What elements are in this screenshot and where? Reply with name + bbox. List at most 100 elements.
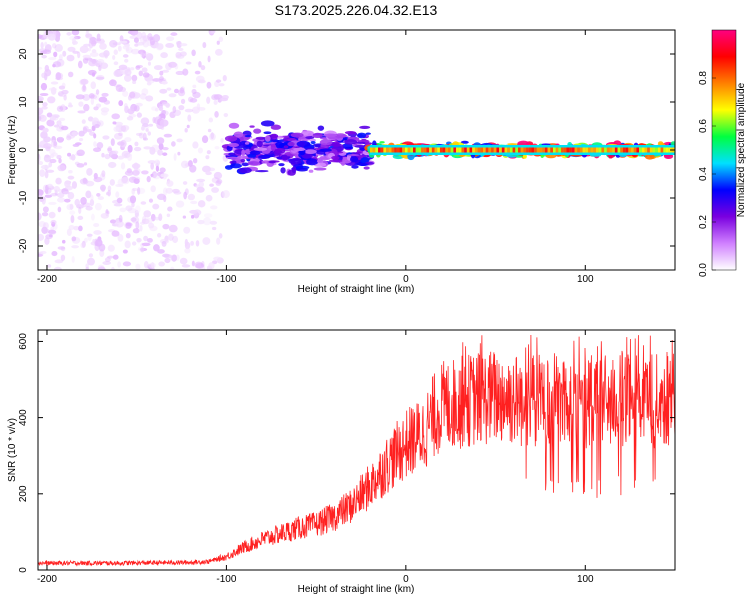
spectrogram-cell	[93, 223, 100, 228]
spectrogram-band-core	[501, 147, 505, 153]
spectrogram-cell	[165, 187, 173, 194]
spectrogram-cell	[141, 123, 150, 130]
spectrogram-cell	[157, 249, 165, 254]
spectrogram-cell	[166, 213, 171, 218]
spectrogram-cell	[195, 184, 200, 188]
spectrogram-cell	[117, 155, 125, 160]
spectrogram-cell	[124, 58, 129, 63]
spectrogram-cell	[309, 138, 316, 142]
spectrogram-cell	[275, 141, 284, 149]
spectrogram-band-core	[620, 147, 624, 153]
spectrogram-cell	[162, 223, 170, 230]
spectrogram-cell	[145, 53, 154, 61]
spectrogram-cell	[44, 154, 50, 158]
spectrogram-cell	[166, 87, 172, 91]
spectrogram-cell	[290, 132, 304, 138]
spectrogram-cell	[50, 219, 57, 225]
spectrogram-cell	[78, 101, 84, 107]
spectrogram-cell	[77, 110, 86, 114]
spectrogram-cell	[160, 52, 168, 59]
spectrogram-cell	[140, 52, 145, 58]
spectrogram-band-core	[509, 147, 513, 153]
spectrogram-band-core	[625, 147, 629, 153]
spectrogram-band-core	[386, 147, 390, 153]
spectrogram-cell	[181, 264, 191, 268]
spectrogram-cell	[184, 108, 194, 113]
spectrogram-cell	[354, 162, 368, 166]
spectrogram-cell	[118, 64, 128, 70]
spectrogram-cell	[124, 240, 131, 249]
spectrogram-band-core	[410, 147, 414, 153]
spectrogram-cell	[142, 215, 147, 223]
spectrogram-cell	[148, 222, 155, 229]
spectrogram-cell	[71, 256, 75, 263]
spectrogram-cell	[118, 132, 123, 136]
spectrogram-band-core	[469, 147, 473, 153]
spectrogram-cell	[159, 100, 168, 105]
spectrogram-cell	[70, 154, 76, 161]
spectrogram-cell	[67, 46, 76, 52]
spectrogram-cell	[149, 225, 158, 232]
spectrogram-band-core	[517, 147, 521, 153]
spectrogram-cell	[159, 70, 164, 76]
spectrogram-cell	[180, 43, 188, 47]
spectrogram-cell	[159, 167, 166, 173]
spectrogram-cell	[95, 76, 105, 80]
spectrogram-cell	[79, 45, 89, 54]
snr-frame	[37, 329, 676, 571]
spectrogram-band-core	[458, 147, 462, 153]
spectrogram-band-core	[587, 147, 591, 153]
spectrogram-cell	[195, 240, 200, 247]
spectrogram-cell	[68, 170, 73, 174]
spectrogram-cell	[80, 196, 87, 205]
spectrogram-cell	[71, 236, 77, 242]
spectrogram-cell	[319, 139, 333, 146]
spectrogram-cell	[269, 133, 279, 139]
spectrogram-cell	[57, 246, 66, 250]
spectrogram-cell	[230, 163, 242, 169]
spectrogram-cell	[58, 117, 66, 122]
snr-y-tick-label: 600	[18, 333, 29, 350]
spectrogram-cell	[55, 177, 62, 185]
spectrogram-cell	[293, 147, 306, 152]
spectrogram-cell	[88, 40, 94, 49]
spectrogram-cell	[48, 229, 57, 235]
spectrogram-cell	[200, 65, 206, 71]
spectrogram-cell	[47, 96, 56, 104]
spectrogram-band-core	[614, 147, 618, 153]
spectrogram-band-core	[633, 147, 637, 153]
spectrogram-band-core	[512, 147, 516, 153]
spectrogram-band-core	[569, 147, 573, 153]
spectrogram-band-core	[647, 147, 651, 153]
spectrogram-band-core	[445, 147, 449, 153]
spectrogram-cell	[38, 107, 44, 115]
spectrogram-cell	[140, 201, 147, 205]
spectrogram-band-core	[429, 147, 433, 153]
spectrogram-cell	[68, 102, 72, 107]
spectrogram-cell	[127, 144, 133, 153]
spectrogram-cell	[42, 127, 49, 133]
spectrogram-cell	[81, 85, 87, 93]
spectrogram-cell	[184, 247, 191, 254]
spectrogram-cell	[115, 191, 120, 198]
spectrogram-cell	[170, 256, 176, 262]
spectrogram-cell	[101, 170, 106, 178]
spectrogram-cell	[176, 138, 183, 143]
spectrogram-cell	[192, 157, 198, 164]
spectrogram-cell	[131, 188, 135, 195]
spectrogram-cell	[197, 79, 206, 84]
spectrogram-cell	[192, 141, 199, 149]
spectrogram-cell	[69, 203, 74, 210]
spectrogram-cell	[131, 74, 138, 82]
spectrogram-cell	[98, 96, 108, 103]
spectrogram-cell	[282, 154, 288, 161]
spectrogram-cell	[77, 60, 83, 69]
spectrogram-cell	[139, 35, 148, 44]
spectrogram-cell	[201, 165, 211, 173]
spectrogram-cell	[42, 206, 49, 213]
spectrogram-cell	[168, 233, 174, 241]
spectrogram-cell	[78, 138, 84, 142]
spectrogram-cell	[112, 55, 116, 61]
spectrogram-cell	[118, 100, 124, 107]
spectrogram-cell	[268, 160, 277, 164]
